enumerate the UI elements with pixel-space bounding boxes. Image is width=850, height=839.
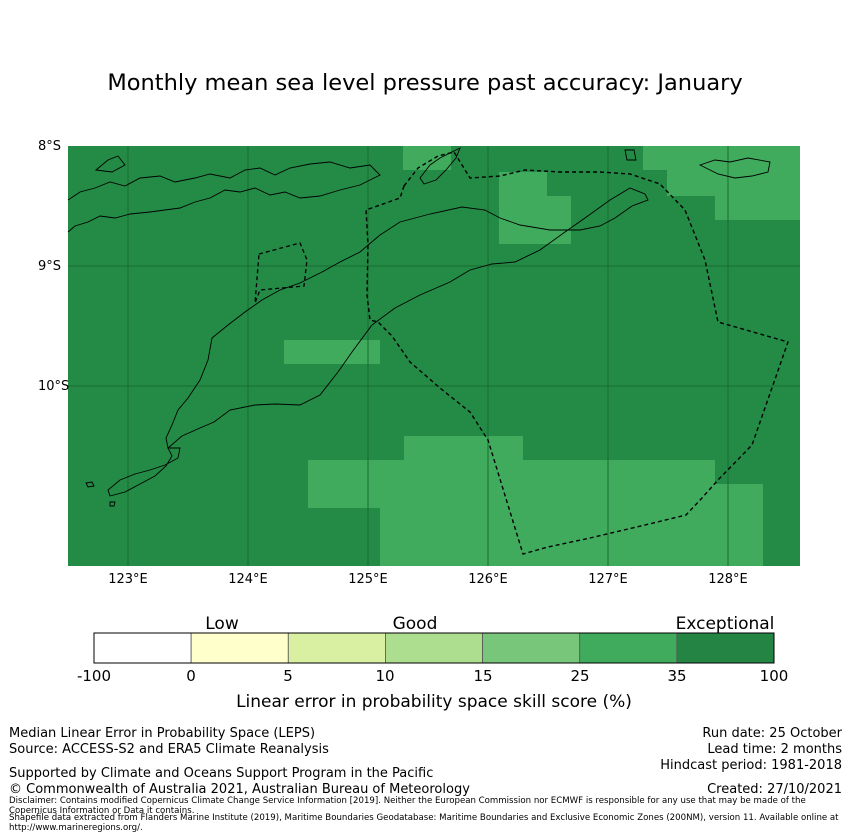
skill-cell	[403, 146, 451, 170]
shapefile-credit: Shapefile data extracted from Flanders M…	[9, 813, 839, 833]
colorbar-tick: 10	[375, 667, 395, 685]
colorbar-swatch	[190, 632, 289, 664]
skill-cell	[523, 484, 763, 566]
gridlines	[68, 146, 800, 566]
eez-boundary	[365, 151, 789, 555]
colorbar-swatch	[385, 632, 483, 664]
footer-right: Run date: 25 October Lead time: 2 months…	[660, 726, 842, 774]
lon-label: 128°E	[708, 572, 748, 587]
lon-label: 124°E	[228, 572, 268, 587]
colorbar-tick: 25	[570, 667, 590, 685]
skill-cell	[715, 194, 800, 220]
lat-label: 8°S	[38, 139, 62, 154]
colorbar-tick: 100	[759, 667, 789, 685]
coastlines	[67, 147, 771, 507]
lon-label: 126°E	[468, 572, 508, 587]
footer-left: Median Linear Error in Probability Space…	[9, 726, 329, 758]
colorbar-category-low: Low	[205, 614, 239, 634]
lon-label: 123°E	[108, 572, 148, 587]
support-label: Supported by Climate and Oceans Support …	[9, 766, 434, 781]
copyright-label: © Commonwealth of Australia 2021, Austra…	[9, 782, 470, 797]
source-label: Source: ACCESS-S2 and ERA5 Climate Reana…	[9, 742, 329, 757]
skill-cell	[284, 340, 380, 364]
disclaimer-text: Disclaimer: Contains modified Copernicus…	[9, 796, 806, 816]
colorbar-swatch	[93, 632, 192, 664]
run-date: Run date: 25 October	[702, 726, 842, 741]
lead-time: Lead time: 2 months	[707, 742, 842, 757]
colorbar-tick: 15	[473, 667, 493, 685]
colorbar	[93, 632, 775, 664]
chart-title: Monthly mean sea level pressure past acc…	[107, 70, 743, 96]
hindcast-period: Hindcast period: 1981-2018	[660, 758, 842, 773]
metric-label: Median Linear Error in Probability Space…	[9, 726, 316, 741]
colorbar-swatch	[482, 632, 581, 664]
colorbar-tick: -100	[76, 667, 112, 685]
lat-label: 10°S	[38, 379, 70, 394]
colorbar-tick: 35	[667, 667, 687, 685]
colorbar-category-good: Good	[392, 614, 438, 634]
enclave-boundary	[254, 242, 308, 304]
map-panel	[67, 146, 800, 566]
skill-cell	[499, 172, 547, 244]
skill-cell	[667, 170, 800, 196]
colorbar-category-exceptional: Exceptional	[675, 614, 775, 634]
lat-label: 9°S	[38, 259, 62, 274]
colorbar-tick: 0	[186, 667, 196, 685]
colorbar-swatch	[287, 632, 386, 664]
colorbar-title: Linear error in probability space skill …	[236, 692, 632, 712]
lon-label: 125°E	[348, 572, 388, 587]
colorbar-swatch	[579, 632, 678, 664]
colorbar-tick: 5	[283, 667, 293, 685]
lon-label: 127°E	[588, 572, 628, 587]
skill-cell	[643, 146, 800, 170]
colorbar-outline	[93, 632, 775, 664]
created-date: Created: 27/10/2021	[707, 782, 842, 797]
colorbar-swatch	[676, 632, 775, 664]
